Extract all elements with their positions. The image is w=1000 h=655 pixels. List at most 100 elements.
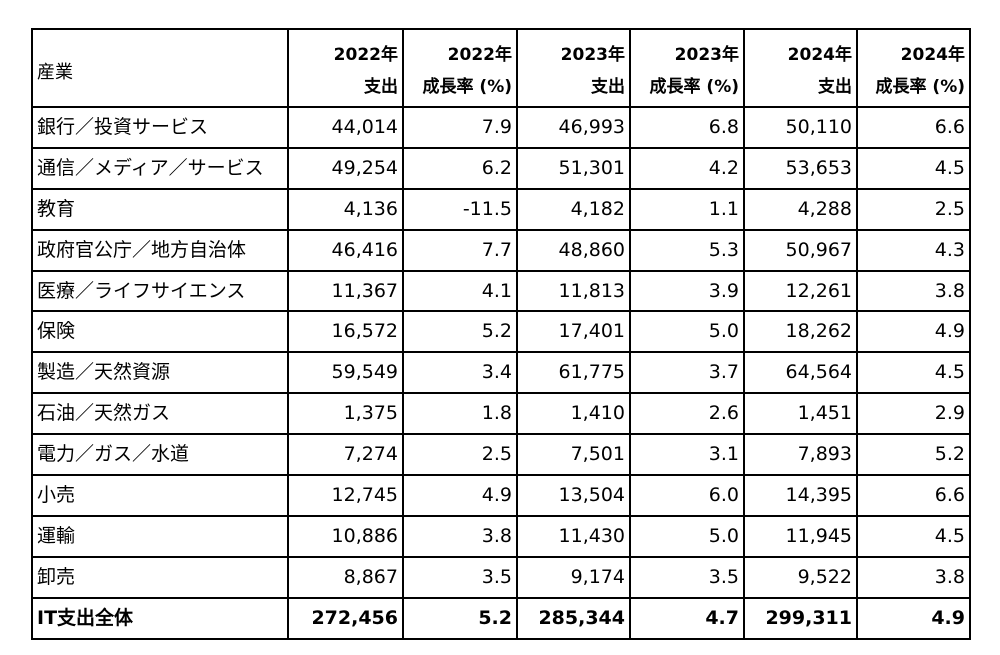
growth-rate-value: 3.8 (856, 555, 971, 599)
growth-rate-value: 5.0 (629, 514, 745, 558)
spend-value: 18,262 (743, 310, 858, 354)
industry-name: 運輸 (31, 514, 289, 558)
header-row-metrics: 支出 成長率 (%) 支出 成長率 (%) 支出 成長率 (%) (32, 68, 971, 108)
header-year-2024-growth: 2024年 (856, 28, 971, 68)
table-row: 政府官公庁／地方自治体 46,416 7.7 48,860 5.3 50,967 4.3 (31, 228, 971, 272)
growth-rate-value: 4.9 (856, 596, 971, 640)
spend-value: 14,395 (743, 474, 858, 517)
growth-rate-value: 6.2 (402, 146, 518, 190)
growth-rate-value: 5.2 (856, 433, 971, 477)
spend-value: 7,274 (287, 433, 404, 477)
growth-rate-value: 5.2 (402, 596, 518, 640)
spend-value: 13,504 (516, 474, 631, 517)
growth-rate-value: 4.9 (402, 474, 518, 517)
header-spend: 支出 (287, 68, 404, 108)
spend-value: 12,261 (743, 269, 858, 313)
spend-value: 272,456 (287, 596, 404, 640)
spend-value: 16,572 (287, 310, 404, 354)
growth-rate-value: 3.4 (402, 351, 518, 395)
table-row: 卸売 8,867 3.5 9,174 3.5 9,522 3.8 (31, 555, 971, 599)
growth-rate-value: 4.5 (856, 146, 971, 190)
growth-rate-value: 3.8 (856, 269, 971, 313)
total-row: IT支出全体 272,456 5.2 285,344 4.7 299,311 4.9 (31, 596, 971, 640)
industry-name: 政府官公庁／地方自治体 (31, 228, 289, 272)
growth-rate-value: 7.7 (402, 228, 518, 272)
spend-value: 1,375 (287, 392, 404, 436)
header-spend: 支出 (743, 68, 858, 108)
spend-value: 11,367 (287, 269, 404, 313)
spend-value: 10,886 (287, 514, 404, 558)
header-year-2024-spend: 2024年 (743, 28, 858, 68)
industry-name: 銀行／投資サービス (31, 106, 289, 149)
growth-rate-value: 4.3 (856, 228, 971, 272)
header-spend: 支出 (516, 68, 631, 108)
growth-rate-value: 4.5 (856, 351, 971, 395)
header-growth: 成長率 (%) (402, 68, 518, 108)
growth-rate-value: 2.5 (856, 187, 971, 231)
spend-value: 4,136 (287, 187, 404, 231)
growth-rate-value: 6.8 (629, 106, 745, 149)
growth-rate-value: 4.7 (629, 596, 745, 640)
table-row: 医療／ライフサイエンス 11,367 4.1 11,813 3.9 12,261 3.8 (31, 269, 971, 313)
spend-value: 49,254 (287, 146, 404, 190)
growth-rate-value: 2.9 (856, 392, 971, 436)
spend-value: 11,945 (743, 514, 858, 558)
growth-rate-value: 4.9 (856, 310, 971, 354)
spend-value: 61,775 (516, 351, 631, 395)
industry-name: 小売 (31, 474, 289, 517)
growth-rate-value: 1.8 (402, 392, 518, 436)
growth-rate-value: 3.5 (629, 555, 745, 599)
growth-rate-value: 1.1 (629, 187, 745, 231)
spend-value: 8,867 (287, 555, 404, 599)
spend-value: 12,745 (287, 474, 404, 517)
spend-value: 7,893 (743, 433, 858, 477)
growth-rate-value: 2.5 (402, 433, 518, 477)
header-growth: 成長率 (%) (629, 68, 745, 108)
spend-value: 64,564 (743, 351, 858, 395)
industry-name: 卸売 (31, 555, 289, 599)
spend-value: 4,288 (743, 187, 858, 231)
table-row: 石油／天然ガス 1,375 1.8 1,410 2.6 1,451 2.9 (31, 392, 971, 436)
spend-value: 299,311 (743, 596, 858, 640)
header-year-2023-spend: 2023年 (516, 28, 631, 68)
industry-name: 医療／ライフサイエンス (31, 269, 289, 313)
spend-value: 44,014 (287, 106, 404, 149)
it-spending-table: 産業 2022年 2022年 2023年 2023年 2024年 2024年 支… (31, 28, 971, 640)
growth-rate-value: 6.6 (856, 106, 971, 149)
growth-rate-value: 5.2 (402, 310, 518, 354)
header-growth: 成長率 (%) (856, 68, 971, 108)
growth-rate-value: 4.5 (856, 514, 971, 558)
header-industry: 産業 (31, 28, 289, 108)
table-row: 銀行／投資サービス 44,014 7.9 46,993 6.8 50,110 6.6 (31, 106, 971, 149)
industry-name: 電力／ガス／水道 (31, 433, 289, 477)
growth-rate-value: 4.1 (402, 269, 518, 313)
spend-value: 46,416 (287, 228, 404, 272)
growth-rate-value: 5.3 (629, 228, 745, 272)
spend-value: 11,430 (516, 514, 631, 558)
spend-value: 51,301 (516, 146, 631, 190)
spend-value: 17,401 (516, 310, 631, 354)
spend-value: 1,451 (743, 392, 858, 436)
industry-name: 保険 (31, 310, 289, 354)
growth-rate-value: 3.1 (629, 433, 745, 477)
table-row: 運輸 10,886 3.8 11,430 5.0 11,945 4.5 (31, 514, 971, 558)
growth-rate-value: -11.5 (402, 187, 518, 231)
growth-rate-value: 4.2 (629, 146, 745, 190)
spend-value: 50,967 (743, 228, 858, 272)
growth-rate-value: 5.0 (629, 310, 745, 354)
spend-value: 7,501 (516, 433, 631, 477)
table-row: 保険 16,572 5.2 17,401 5.0 18,262 4.9 (31, 310, 971, 354)
growth-rate-value: 6.6 (856, 474, 971, 517)
table-row: 小売 12,745 4.9 13,504 6.0 14,395 6.6 (31, 474, 971, 517)
header-year-2022-spend: 2022年 (287, 28, 404, 68)
spend-value: 50,110 (743, 106, 858, 149)
industry-name: 通信／メディア／サービス (31, 146, 289, 190)
header-year-2023-growth: 2023年 (629, 28, 745, 68)
spend-value: 1,410 (516, 392, 631, 436)
growth-rate-value: 3.5 (402, 555, 518, 599)
spend-value: 53,653 (743, 146, 858, 190)
header-year-2022-growth: 2022年 (402, 28, 518, 68)
spend-value: 46,993 (516, 106, 631, 149)
growth-rate-value: 7.9 (402, 106, 518, 149)
industry-name: 製造／天然資源 (31, 351, 289, 395)
